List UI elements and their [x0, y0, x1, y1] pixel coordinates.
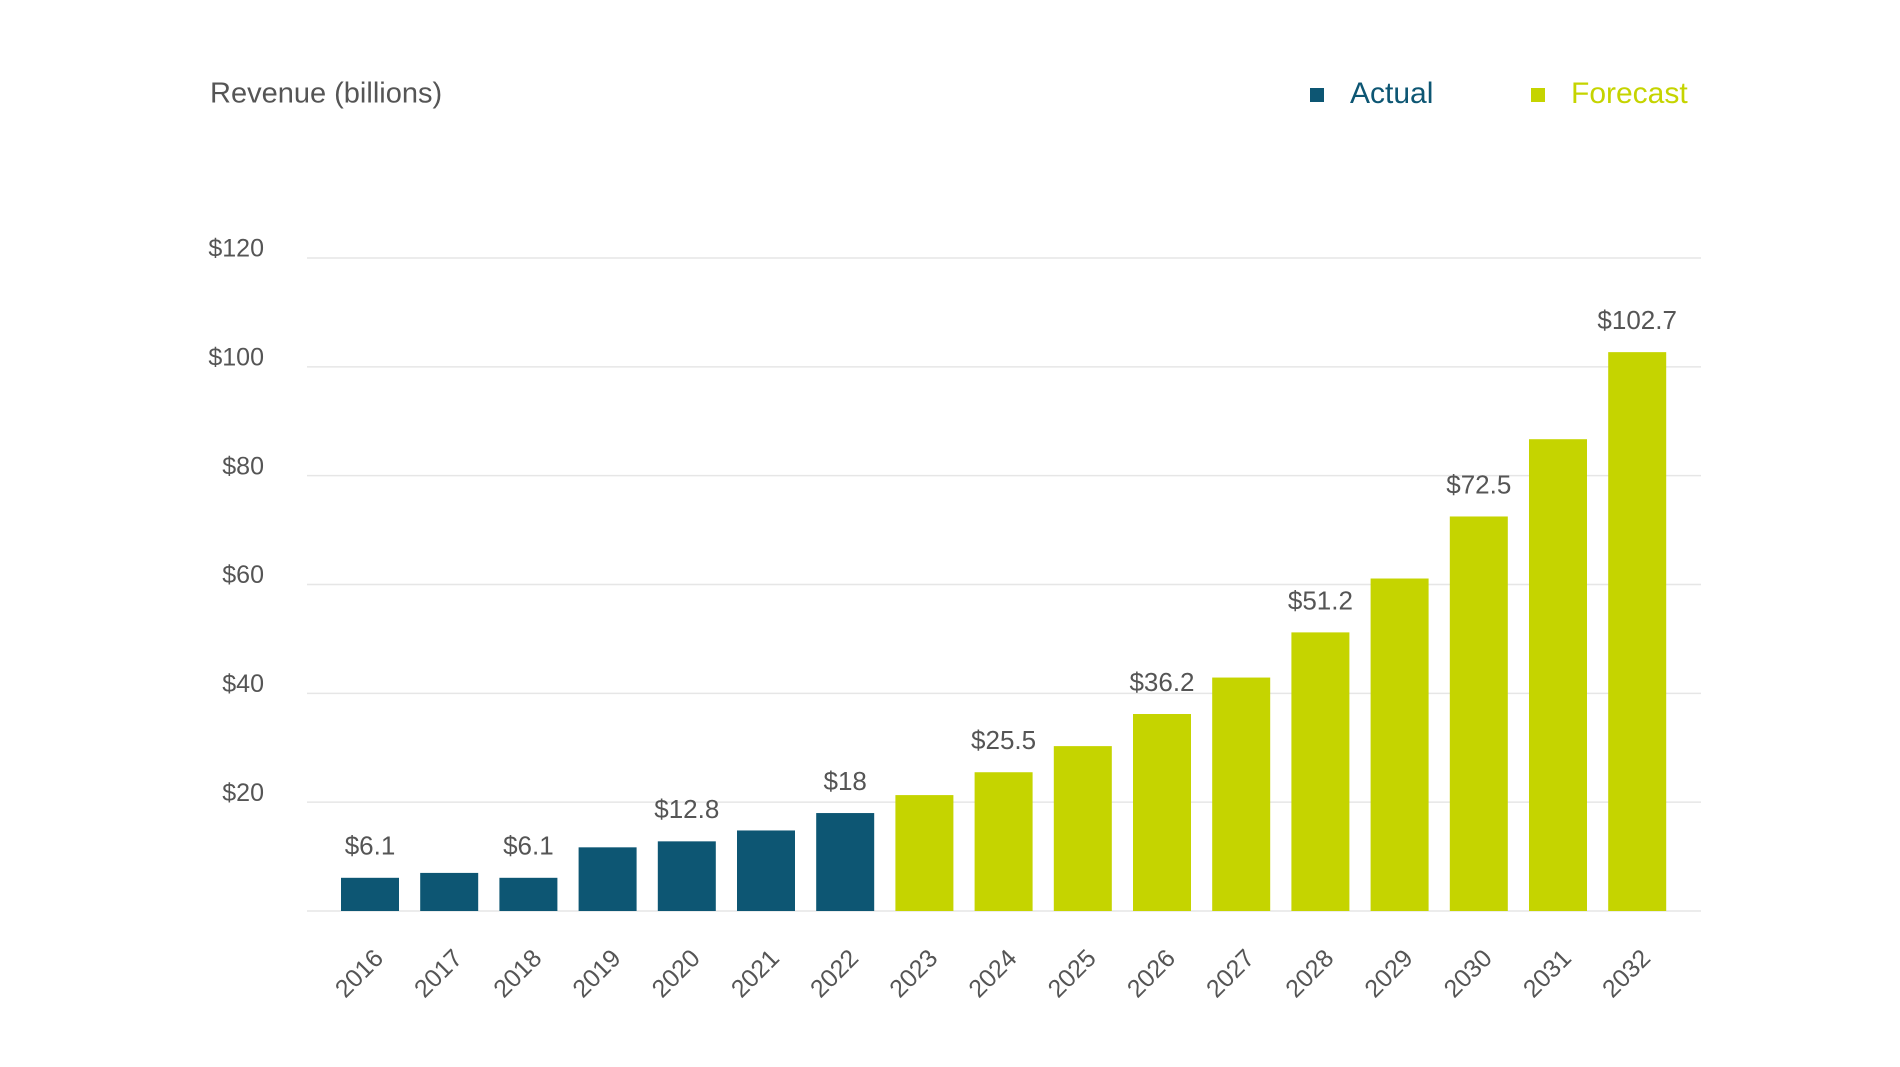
x-tick-label: 2020 — [647, 944, 706, 1003]
bar — [420, 872, 479, 911]
bar — [499, 877, 558, 911]
x-tick-label: 2023 — [884, 944, 943, 1003]
x-tick-label: 2019 — [567, 944, 626, 1003]
x-tick-label: 2017 — [409, 944, 468, 1003]
value-label: $6.1 — [345, 831, 396, 861]
legend-swatch — [1531, 88, 1545, 102]
bar — [1370, 578, 1429, 911]
value-label: $72.5 — [1446, 469, 1511, 499]
x-tick-label: 2028 — [1280, 944, 1339, 1003]
bar — [737, 830, 795, 911]
x-tick-label: 2025 — [1043, 944, 1102, 1003]
legend-swatch — [1310, 88, 1324, 102]
y-tick-label: $40 — [222, 670, 264, 698]
bar — [341, 877, 399, 911]
bar — [578, 847, 637, 911]
value-label: $102.7 — [1597, 305, 1677, 335]
bar — [1053, 746, 1112, 911]
bar — [1133, 714, 1191, 911]
y-tick-label: $120 — [208, 235, 264, 263]
x-tick-label: 2016 — [330, 944, 389, 1003]
x-tick-label: 2031 — [1518, 944, 1577, 1003]
chart-title: Revenue (billions) — [210, 78, 442, 110]
bar — [1212, 677, 1271, 911]
value-label: $36.2 — [1129, 667, 1194, 697]
x-tick-label: 2022 — [805, 944, 864, 1003]
bar — [1608, 352, 1667, 911]
x-tick-label: 2032 — [1597, 944, 1656, 1003]
x-tick-label: 2027 — [1201, 944, 1260, 1003]
bar — [895, 795, 954, 911]
value-label: $18 — [824, 766, 867, 796]
x-tick-label: 2026 — [1122, 944, 1181, 1003]
x-tick-label: 2021 — [726, 944, 785, 1003]
legend-label: Actual — [1350, 77, 1433, 110]
legend-label: Forecast — [1571, 77, 1688, 110]
value-label: $12.8 — [654, 794, 719, 824]
bar — [1529, 439, 1587, 911]
x-tick-label: 2030 — [1439, 944, 1498, 1003]
y-tick-label: $60 — [222, 561, 264, 589]
x-tick-label: 2018 — [488, 944, 547, 1003]
x-tick-label: 2029 — [1359, 944, 1418, 1003]
bar — [974, 772, 1033, 911]
bar — [1291, 632, 1350, 911]
y-tick-label: $80 — [222, 452, 264, 480]
value-label: $51.2 — [1288, 585, 1353, 615]
bar — [1449, 516, 1508, 911]
y-tick-label: $100 — [208, 343, 264, 371]
bar — [816, 813, 875, 911]
bar — [657, 841, 716, 911]
value-label: $25.5 — [971, 725, 1036, 755]
y-tick-label: $20 — [222, 779, 264, 807]
value-label: $6.1 — [503, 831, 554, 861]
x-tick-label: 2024 — [963, 944, 1022, 1003]
